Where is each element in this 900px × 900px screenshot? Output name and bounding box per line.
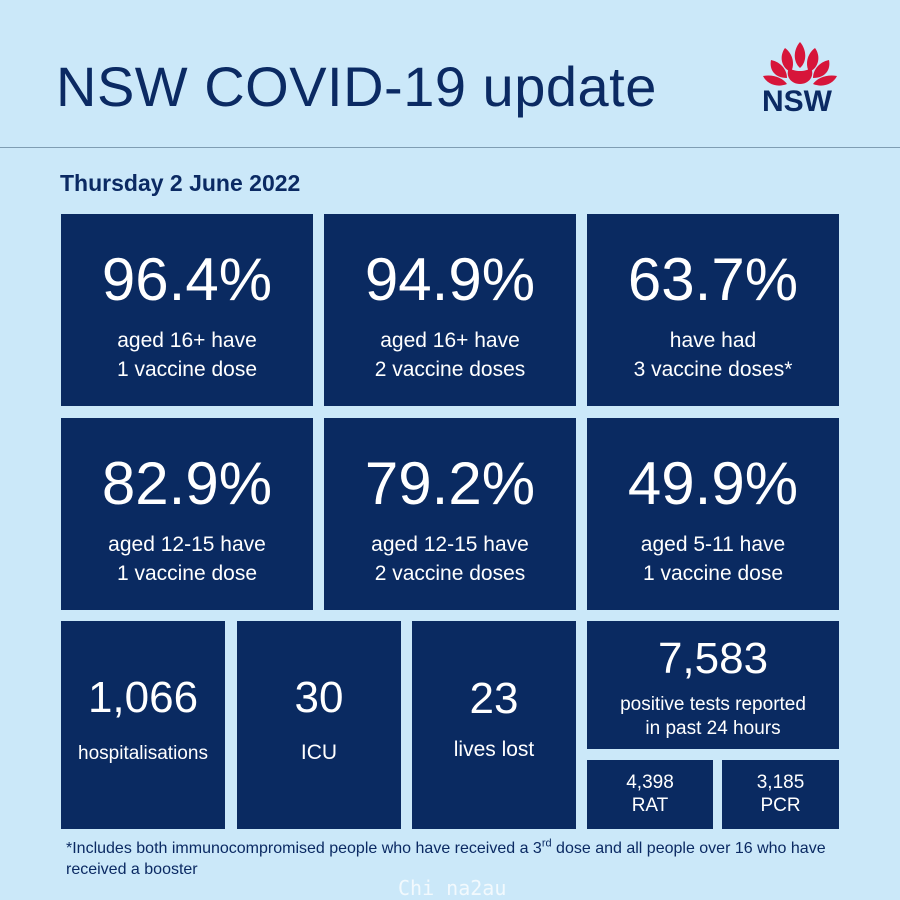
tile-caption: 2 vaccine doses: [374, 358, 526, 381]
watermark: Chi na2au: [398, 876, 507, 900]
nsw-logo-text: NSW: [762, 85, 832, 118]
page-title: NSW COVID-19 update: [56, 55, 657, 118]
tile-caption: aged 5-11 have: [640, 533, 786, 556]
footnote-text: *Includes both immunocompromised people …: [66, 840, 542, 857]
stat-value: 3,185: [756, 772, 805, 793]
tile-value: 82.9%: [101, 450, 273, 517]
stat-label: PCR: [760, 795, 801, 816]
footnote-superscript: rd: [541, 837, 552, 850]
report-date: Thursday 2 June 2022: [60, 170, 301, 196]
tile-value: 94.9%: [364, 246, 536, 313]
stat-value: 23: [469, 674, 519, 723]
tile-caption: have had: [669, 329, 757, 352]
tile-icu: 30 ICU: [237, 621, 401, 829]
tile-caption: aged 16+ have: [380, 329, 520, 352]
stat-label: lives lost: [453, 738, 535, 761]
stat-label: ICU: [300, 741, 338, 764]
tile-value: 79.2%: [364, 450, 536, 517]
tile-vax-12-15-dose1: 82.9% aged 12-15 have 1 vaccine dose: [61, 418, 313, 610]
tile-caption: aged 16+ have: [117, 329, 257, 352]
tile-vax-dose3: 63.7% have had 3 vaccine doses*: [587, 214, 839, 406]
tile-caption: 1 vaccine dose: [116, 562, 258, 585]
tile-vax-5-11-dose1: 49.9% aged 5-11 have 1 vaccine dose: [587, 418, 839, 610]
stat-value: 1,066: [87, 673, 199, 722]
stat-value: 7,583: [657, 634, 769, 683]
tile-caption: 2 vaccine doses: [374, 562, 526, 585]
tile-positive-tests: 7,583 positive tests reported in past 24…: [587, 621, 839, 749]
tile-caption: 1 vaccine dose: [642, 562, 784, 585]
footnote: *Includes both immunocompromised people …: [66, 838, 866, 880]
tile-value: 96.4%: [101, 246, 273, 313]
stat-label: hospitalisations: [78, 743, 208, 764]
stat-label: in past 24 hours: [645, 718, 781, 739]
footnote-text-end: dose and all people over 16 who have rec…: [66, 840, 826, 878]
tile-caption: aged 12-15 have: [108, 533, 266, 556]
tile-rat: 4,398 RAT: [587, 760, 713, 829]
tile-value: 63.7%: [627, 246, 799, 313]
stat-label: RAT: [631, 795, 669, 816]
tile-caption: 1 vaccine dose: [116, 358, 258, 381]
tile-hospitalisations: 1,066 hospitalisations: [61, 621, 225, 829]
tile-vax-12-15-dose2: 79.2% aged 12-15 have 2 vaccine doses: [324, 418, 576, 610]
tile-pcr: 3,185 PCR: [722, 760, 839, 829]
tile-caption: 3 vaccine doses*: [633, 358, 793, 381]
tile-value: 49.9%: [627, 450, 799, 517]
stat-label: positive tests reported: [620, 694, 806, 715]
tile-vax-16-dose1: 96.4% aged 16+ have 1 vaccine dose: [61, 214, 313, 406]
tile-caption: aged 12-15 have: [371, 533, 529, 556]
stat-value: 4,398: [626, 772, 674, 793]
tile-vax-16-dose2: 94.9% aged 16+ have 2 vaccine doses: [324, 214, 576, 406]
waratah-flower-icon: [763, 42, 837, 86]
header-divider: [0, 147, 900, 148]
stat-value: 30: [294, 673, 344, 722]
tile-lives-lost: 23 lives lost: [412, 621, 576, 829]
